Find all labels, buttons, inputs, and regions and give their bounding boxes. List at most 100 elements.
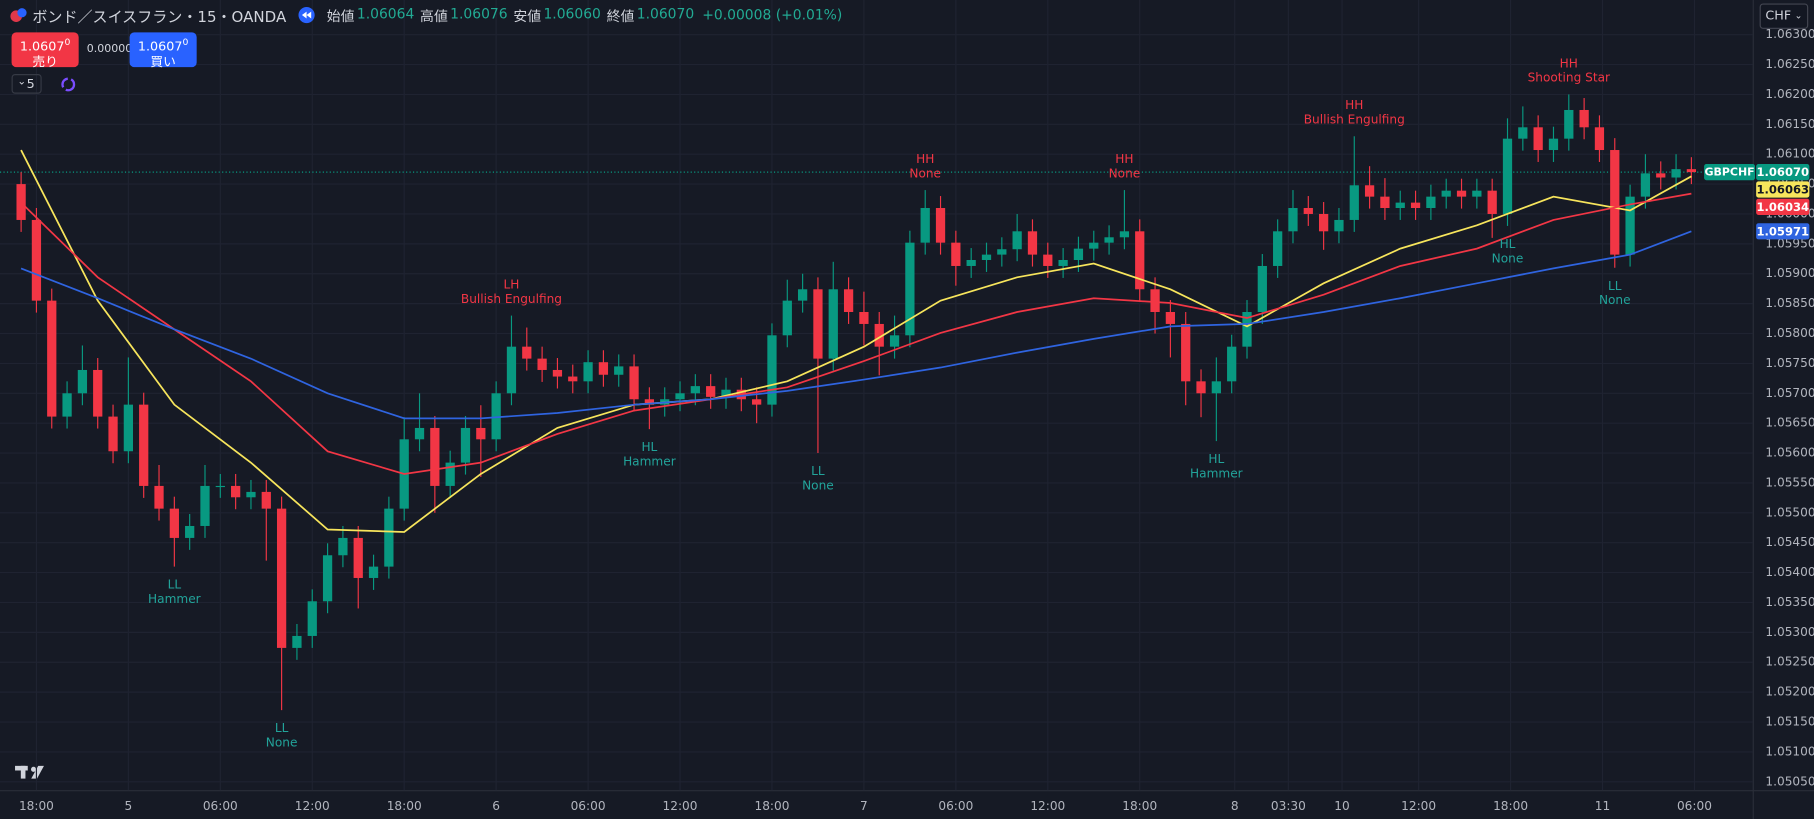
- candle-body: [997, 249, 1007, 255]
- currency-button[interactable]: CHF ⌄: [1759, 3, 1809, 29]
- y-tick-label: 1.06150: [1765, 117, 1814, 131]
- candle-body: [307, 601, 317, 636]
- candle-body: [859, 311, 869, 324]
- replay-icon[interactable]: [298, 6, 319, 25]
- candle-body: [1625, 196, 1635, 255]
- candle-body: [261, 491, 271, 509]
- pattern-label: Bullish Engulfing: [1304, 113, 1405, 127]
- candle-body: [1211, 381, 1221, 394]
- y-tick-label: 1.05750: [1765, 356, 1814, 370]
- candle-body: [690, 386, 700, 394]
- candle-body: [1380, 196, 1390, 208]
- candle-body: [843, 289, 854, 312]
- candle-body: [368, 566, 379, 578]
- x-tick-label: 06:00: [1677, 799, 1712, 813]
- candle-body: [1165, 311, 1176, 324]
- pattern-label: None: [1492, 251, 1524, 265]
- sell-price-sup: 0: [64, 37, 71, 48]
- candle-body: [706, 386, 716, 397]
- candle-body: [797, 289, 808, 301]
- candle-body: [675, 393, 685, 400]
- pattern-label: None: [909, 166, 941, 180]
- candle-body: [1273, 231, 1283, 266]
- x-tick-label: 18:00: [1122, 799, 1157, 813]
- candle-body: [1242, 311, 1252, 347]
- candle-body: [782, 300, 792, 336]
- candle-body: [16, 184, 26, 220]
- pattern-label: Shooting Star: [1528, 71, 1610, 85]
- candle-body: [981, 254, 992, 260]
- candle-body: [185, 525, 195, 538]
- x-tick-label: 18:00: [754, 799, 789, 813]
- candle-body: [1395, 202, 1405, 208]
- pattern-label: LL: [168, 578, 182, 592]
- x-tick-label: 06:00: [938, 799, 973, 813]
- pattern-label: None: [266, 736, 298, 750]
- candle-body: [1579, 109, 1589, 128]
- candle-body: [200, 485, 210, 526]
- moving-average-line: [20, 149, 1692, 533]
- candle-body: [1472, 190, 1482, 197]
- sell-button[interactable]: 1.06070 売り: [11, 32, 79, 69]
- candle-body: [935, 207, 946, 243]
- pattern-label: HL: [641, 440, 657, 454]
- candle-body: [874, 323, 884, 347]
- buy-price-sup: 0: [182, 37, 189, 48]
- pattern-label: HL: [1208, 452, 1224, 466]
- candle-body: [460, 427, 471, 463]
- symbol-tag-label: GBPCHF: [1704, 166, 1754, 179]
- x-tick-label: 12:00: [1401, 799, 1436, 813]
- candle-body: [292, 635, 302, 648]
- y-tick-label: 1.05600: [1765, 446, 1814, 460]
- price-tag-label: 1.05971: [1756, 224, 1809, 238]
- candle-body: [1671, 169, 1681, 178]
- candle-body: [629, 366, 639, 400]
- symbol[interactable]: ボンド／スイスフラン・15・OANDA: [32, 8, 287, 27]
- spread: 0.00000: [86, 42, 133, 56]
- candle-body: [276, 508, 287, 648]
- candle-body: [1027, 231, 1038, 255]
- candle-body: [77, 369, 88, 394]
- pattern-label: HH: [1560, 56, 1578, 70]
- y-tick-label: 1.05900: [1765, 266, 1814, 280]
- ohlc-value: 1.06076: [450, 5, 508, 22]
- candle-body: [1548, 138, 1559, 151]
- candle-body: [31, 219, 42, 301]
- candle-body: [139, 404, 149, 486]
- price-tag: [1756, 181, 1810, 198]
- candle-body: [951, 242, 961, 266]
- price-tag: [1756, 164, 1810, 181]
- candle-body: [1012, 231, 1022, 250]
- candle-body: [966, 259, 976, 266]
- y-tick-label: 1.06250: [1765, 57, 1814, 71]
- candle-body: [353, 537, 363, 578]
- candle-body: [414, 427, 425, 440]
- y-tick-label: 1.05500: [1765, 505, 1814, 519]
- ohlc-value: 1.06060: [543, 5, 601, 22]
- candle-body: [1686, 169, 1697, 173]
- y-tick-label: 1.05450: [1765, 535, 1814, 549]
- pattern-label: Bullish Engulfing: [461, 292, 562, 306]
- candle-body: [1441, 190, 1451, 197]
- candle-body: [1257, 265, 1267, 312]
- tv-logo: [15, 765, 44, 779]
- currency: CHF: [1765, 8, 1792, 24]
- price-tag: [1756, 223, 1810, 240]
- candle-body: [1426, 196, 1436, 208]
- pattern-label: LL: [811, 464, 825, 478]
- candle-body: [1318, 213, 1329, 232]
- ohlc-value: 1.06070: [636, 5, 695, 22]
- candle-body: [537, 358, 547, 370]
- pattern-label: HL: [1500, 237, 1516, 251]
- symbol-tag: [1704, 164, 1755, 181]
- buy-label: 買い: [150, 53, 176, 70]
- indicators-toggle[interactable]: ⌄ 5: [11, 74, 42, 94]
- candle-body: [1073, 248, 1084, 260]
- candle-body: [1533, 127, 1543, 151]
- candle-body: [476, 427, 486, 440]
- buy-button[interactable]: 1.06070 買い: [129, 32, 197, 70]
- price-tag-label: 1.06063: [1756, 183, 1809, 197]
- candle-body: [614, 366, 624, 375]
- candle-body: [1104, 237, 1114, 243]
- y-tick-label: 1.05150: [1765, 715, 1814, 729]
